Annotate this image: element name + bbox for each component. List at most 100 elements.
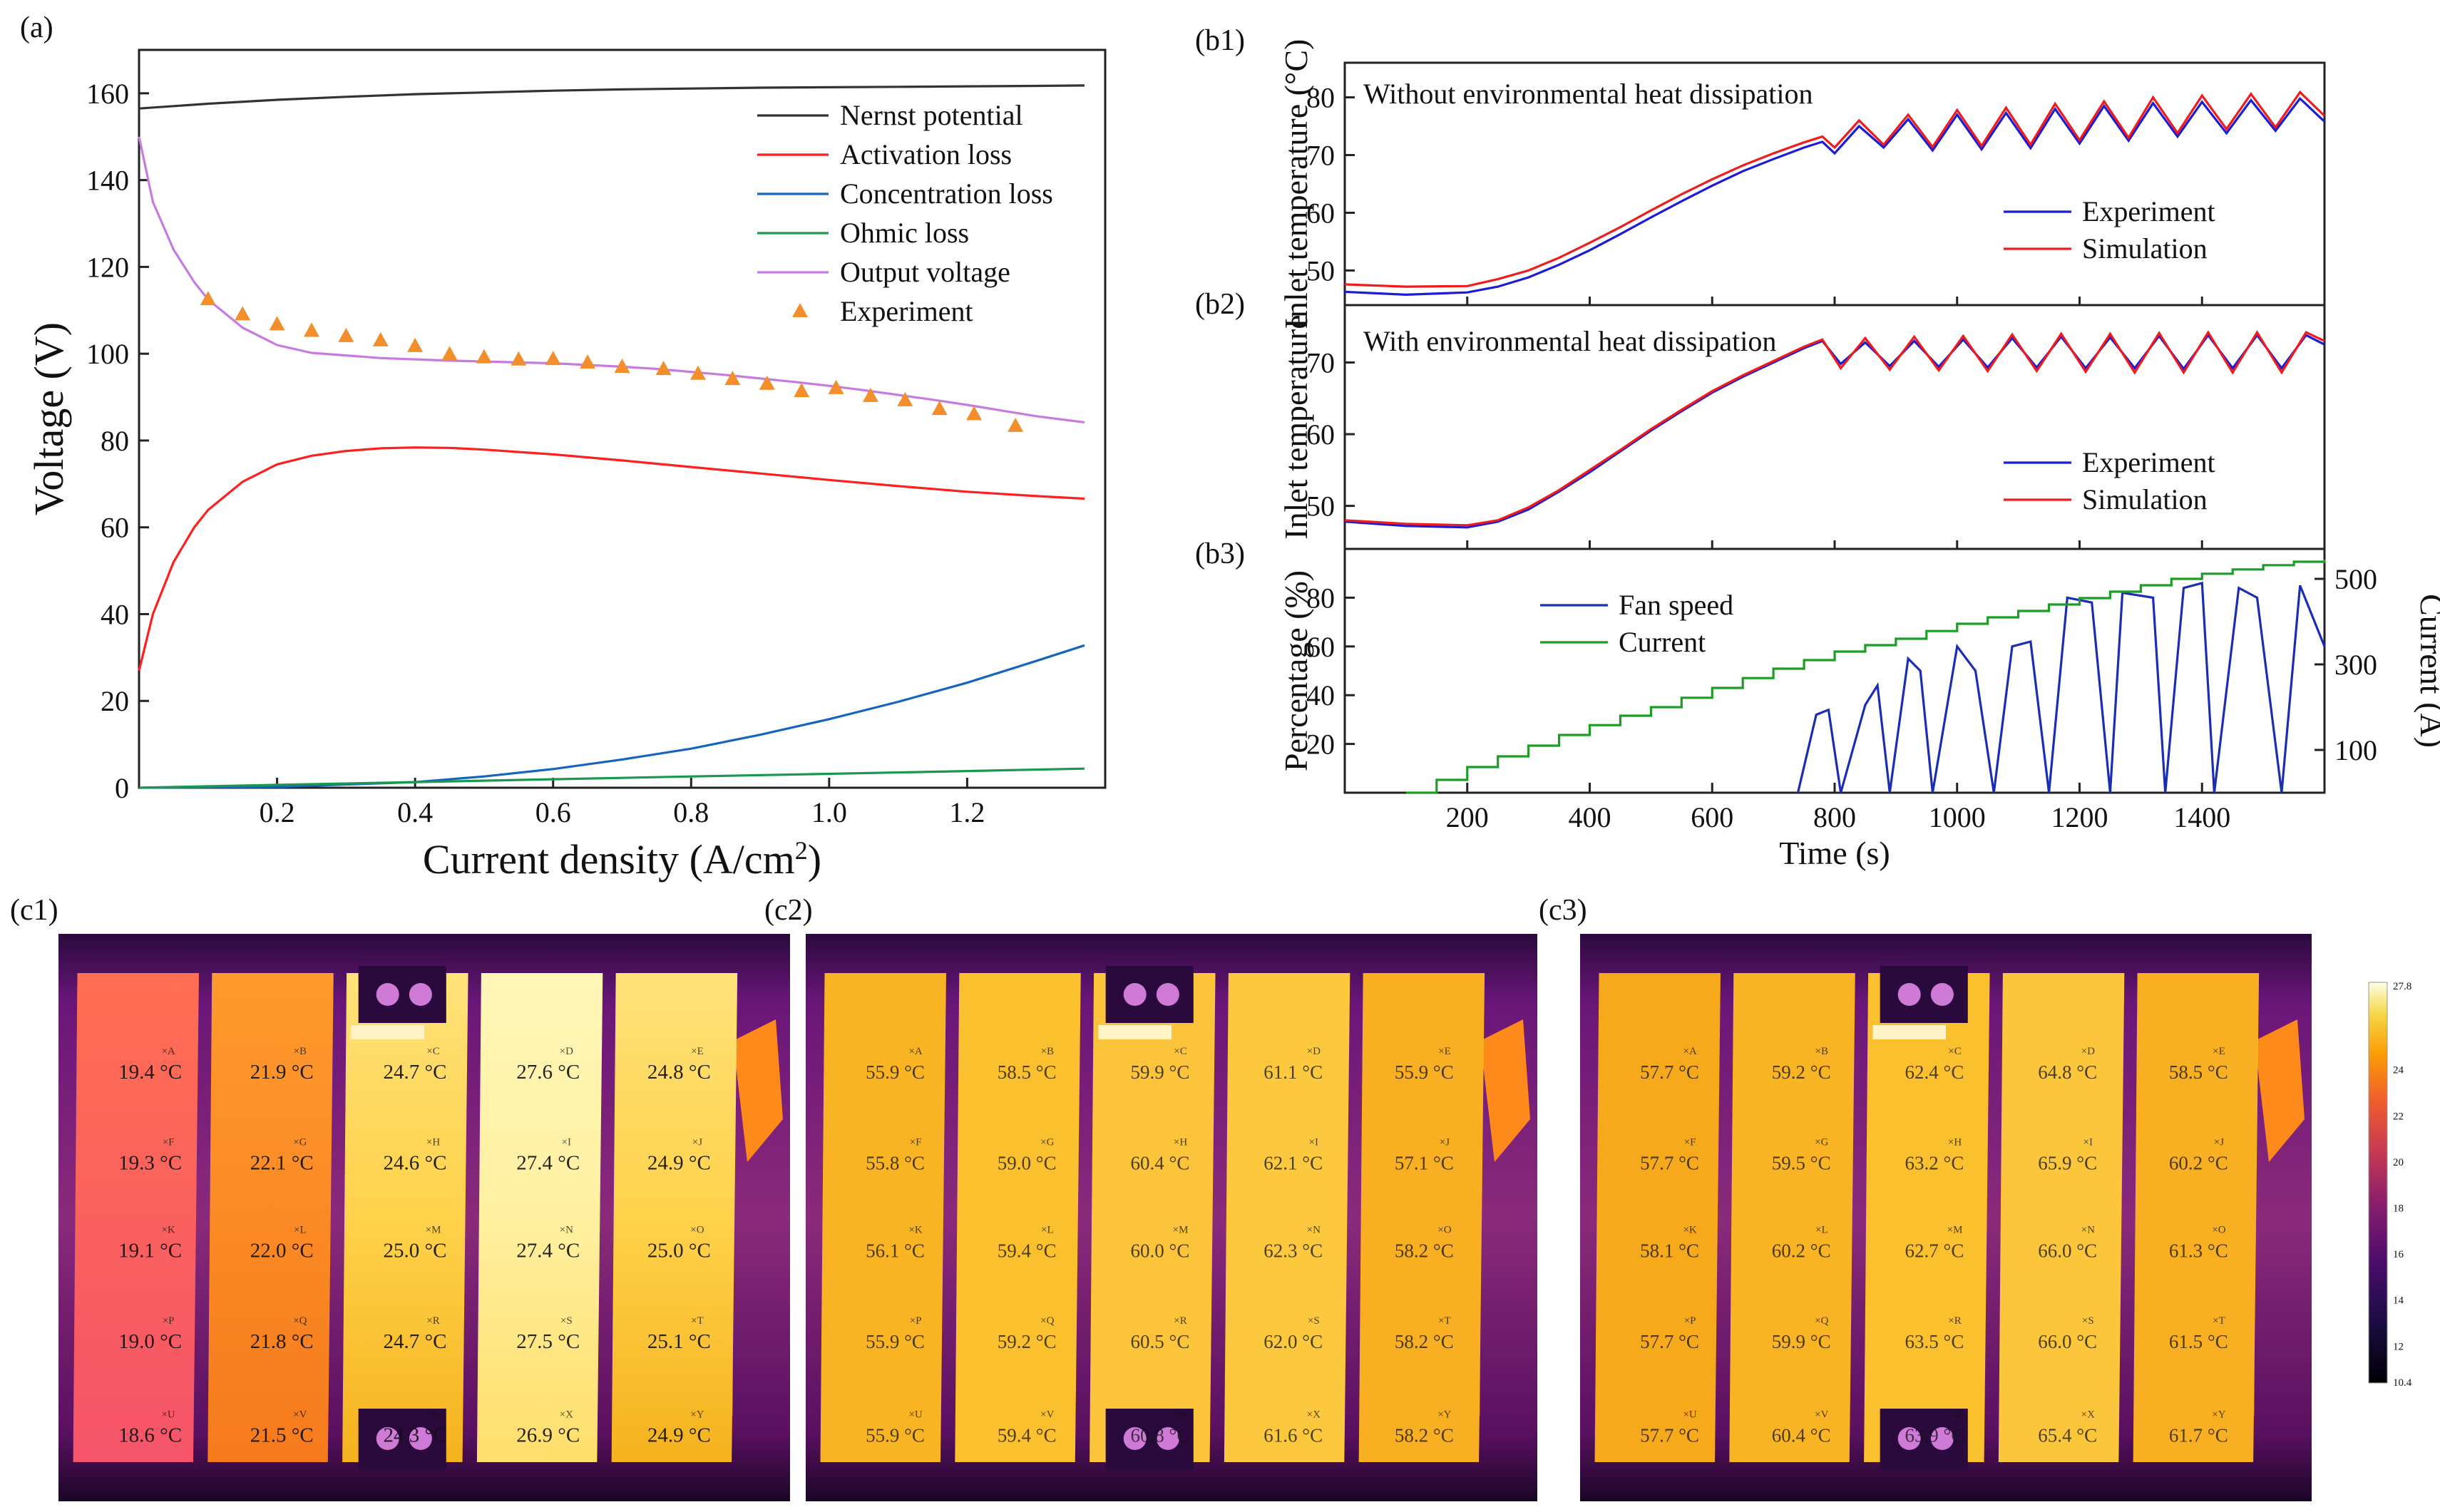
- experiment-point: [200, 291, 216, 306]
- spot-marker: ×M: [1173, 1225, 1189, 1236]
- temperature-reading: 61.5 °C: [2169, 1331, 2228, 1352]
- y-tick-label: 0: [115, 772, 129, 804]
- spot-marker: ×X: [560, 1409, 573, 1420]
- connector-bolt: [1156, 1427, 1179, 1450]
- thermal-image-c2: ×A 55.9 °C ×B 58.5 °C ×C 59.9 °C ×D 61.1 °C ×E 55…: [806, 934, 1537, 1501]
- temperature-reading: 27.5 °C: [516, 1330, 580, 1353]
- connector-glow: [351, 1025, 424, 1039]
- series-simulation: [1344, 330, 2325, 527]
- thermal-colorbar: 27.8 10.4 24 22 20 18 16 14 12: [2368, 981, 2412, 1389]
- x-tick-label: 0.6: [535, 796, 571, 828]
- spot-marker: ×T: [2213, 1315, 2225, 1327]
- temperature-reading: 58.1 °C: [1640, 1240, 1699, 1262]
- connector-bolt: [1897, 1427, 1921, 1450]
- temperature-reading: 60.2 °C: [2169, 1152, 2228, 1173]
- connector-bolt: [409, 983, 432, 1006]
- temperature-reading: 60.2 °C: [1772, 1240, 1831, 1262]
- temperature-reading: 58.5 °C: [998, 1061, 1057, 1083]
- temperature-reading: 59.5 °C: [1772, 1152, 1831, 1173]
- temperature-reading: 19.3 °C: [118, 1151, 182, 1174]
- temperature-reading: 58.2 °C: [1395, 1240, 1454, 1262]
- x-tick-label: 200: [1446, 801, 1489, 833]
- x-tick-label: 1200: [2051, 801, 2108, 833]
- spot-marker: ×Q: [293, 1315, 307, 1327]
- spot-marker: ×M: [426, 1225, 441, 1236]
- spot-marker: ×G: [1815, 1136, 1828, 1148]
- temperature-reading: 59.9 °C: [1131, 1061, 1190, 1083]
- temperature-reading: 57.1 °C: [1395, 1152, 1454, 1173]
- experiment-point: [235, 306, 251, 321]
- plot-frame: [138, 48, 1107, 789]
- temperature-reading: 55.9 °C: [1395, 1061, 1454, 1083]
- spot-marker: ×T: [691, 1315, 704, 1327]
- x-tick-label: 0.8: [673, 796, 709, 828]
- y-axis-title: Inlet temperature: [1278, 314, 1314, 539]
- spot-marker: ×P: [1684, 1315, 1696, 1327]
- connector-bolt: [1123, 983, 1147, 1006]
- y-right-axis-title: Current (A): [2414, 594, 2440, 748]
- spot-marker: ×E: [2213, 1046, 2225, 1057]
- spot-marker: ×O: [1437, 1225, 1451, 1236]
- legend-label: Current: [1619, 626, 1706, 658]
- legend-marker-experiment: [792, 303, 808, 317]
- temperature-reading: 61.3 °C: [2169, 1240, 2228, 1262]
- experiment-point: [690, 365, 706, 380]
- temperature-reading: 27.6 °C: [516, 1061, 580, 1084]
- top-connector: [358, 966, 446, 1023]
- top-connector: [1105, 966, 1194, 1023]
- experiment-point: [862, 387, 878, 402]
- spot-marker: ×U: [161, 1409, 175, 1420]
- temperature-reading: 25.1 °C: [647, 1330, 711, 1353]
- temperature-reading: 24.7 °C: [384, 1061, 447, 1084]
- y-tick-label: 40: [1306, 679, 1335, 711]
- legend-label: Experiment: [2082, 195, 2215, 227]
- legend-label: Simulation: [2082, 483, 2208, 515]
- spot-marker: ×B: [1815, 1046, 1828, 1057]
- experiment-point: [724, 371, 741, 386]
- x-axis-title: Time (s): [1779, 835, 1890, 871]
- spot-marker: ×Q: [1040, 1315, 1054, 1327]
- spot-marker: ×V: [1040, 1409, 1054, 1420]
- x-tick-label: 800: [1813, 801, 1856, 833]
- temperature-reading: 21.5 °C: [250, 1424, 314, 1446]
- colorbar-tick-label: 24: [2393, 1065, 2404, 1076]
- spot-marker: ×F: [1684, 1136, 1696, 1148]
- spot-marker: ×V: [293, 1409, 307, 1420]
- temperature-reading: 60.8 °C: [1131, 1424, 1190, 1446]
- y-tick-label: 120: [86, 251, 129, 283]
- temperature-reading: 24.9 °C: [647, 1424, 711, 1446]
- temperature-reading: 59.4 °C: [998, 1424, 1057, 1446]
- temperature-reading: 59.2 °C: [1772, 1061, 1831, 1083]
- experiment-point: [476, 349, 492, 364]
- spot-marker: ×L: [1041, 1225, 1054, 1236]
- temperature-reading: 24.3 °C: [384, 1424, 447, 1446]
- colorbar-max-label: 27.8: [2393, 981, 2411, 992]
- spot-marker: ×Y: [1437, 1409, 1451, 1420]
- spot-marker: ×U: [1683, 1409, 1696, 1420]
- temperature-reading: 57.7 °C: [1640, 1331, 1699, 1352]
- connector-glow: [1872, 1025, 1946, 1039]
- colorbar-tick-label: 20: [2393, 1157, 2404, 1168]
- temperature-reading: 56.1 °C: [866, 1240, 925, 1262]
- spot-marker: ×F: [910, 1136, 922, 1148]
- spot-marker: ×W: [425, 1409, 441, 1420]
- colorbar-tick-label: 16: [2393, 1249, 2404, 1260]
- temperature-reading: 57.7 °C: [1640, 1152, 1699, 1173]
- spot-marker: ×Q: [1815, 1315, 1828, 1327]
- side-clamp: [733, 1019, 783, 1162]
- spot-marker: ×M: [1947, 1225, 1963, 1236]
- temperature-reading: 25.0 °C: [647, 1240, 711, 1262]
- spot-marker: ×K: [161, 1225, 175, 1236]
- temperature-reading: 24.6 °C: [384, 1151, 447, 1174]
- legend-label: Activation loss: [840, 138, 1012, 170]
- experiment-point: [614, 359, 630, 374]
- experiment-point: [407, 337, 424, 352]
- experiment-point: [759, 375, 775, 390]
- y-right-tick-label: 100: [2334, 734, 2377, 766]
- spot-marker: ×K: [908, 1225, 922, 1236]
- spot-marker: ×E: [1438, 1046, 1451, 1057]
- y-axis-title: Percentage (%): [1278, 570, 1314, 771]
- x-tick-label: 1000: [1929, 801, 1986, 833]
